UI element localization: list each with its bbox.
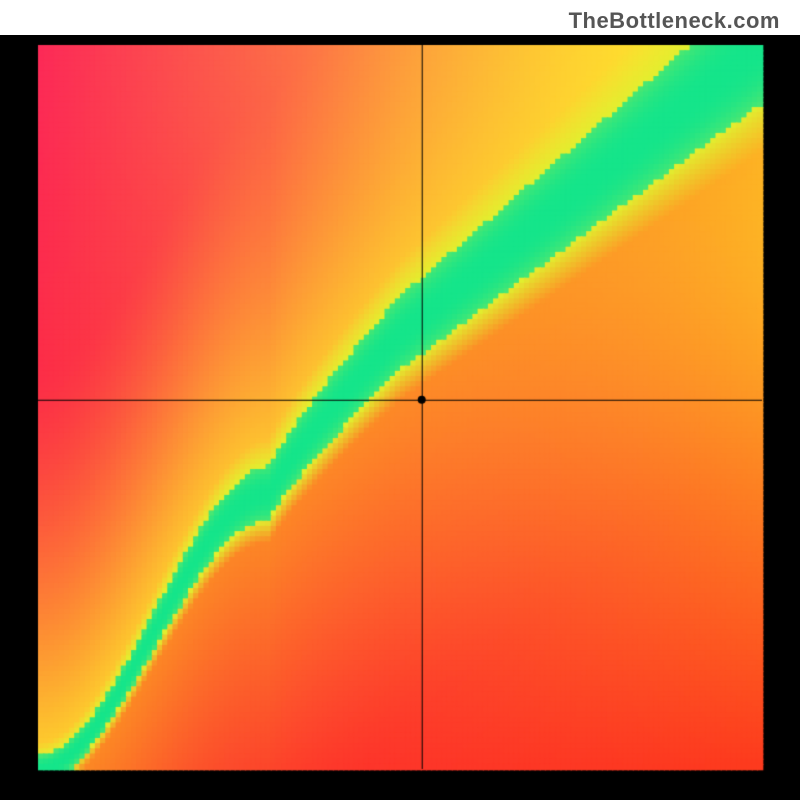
- watermark: TheBottleneck.com: [569, 8, 780, 34]
- heatmap-canvas: [0, 35, 800, 800]
- chart-frame: [0, 35, 800, 800]
